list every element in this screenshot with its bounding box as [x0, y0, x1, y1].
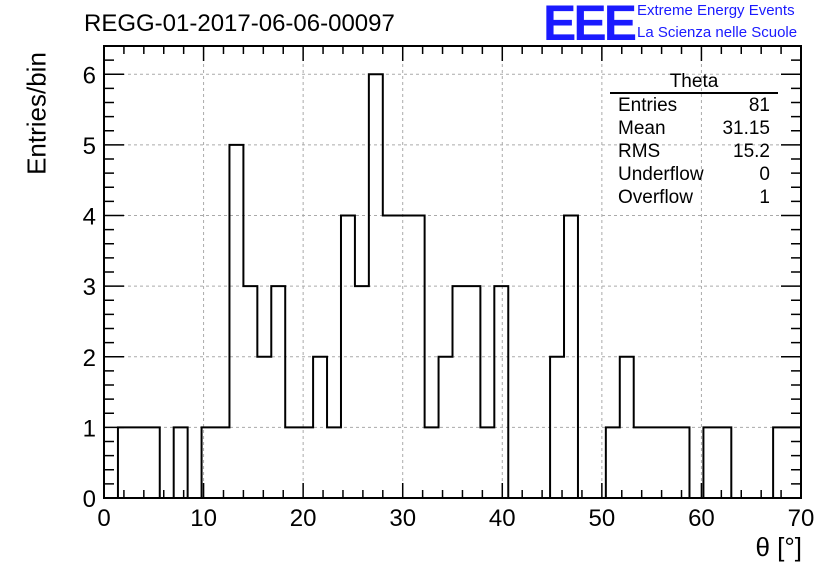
y-tick-label: 6: [83, 62, 96, 89]
stats-value: 0: [759, 164, 770, 185]
stats-label: Underflow: [618, 164, 704, 185]
stats-value: 1: [759, 187, 770, 208]
stats-label: Overflow: [618, 187, 693, 208]
stats-label: RMS: [618, 141, 661, 162]
stats-row: Mean 31.15: [610, 117, 778, 140]
stats-row: RMS 15.2: [610, 140, 778, 163]
y-tick-label: 5: [83, 133, 96, 160]
stats-label: Mean: [618, 118, 666, 139]
stats-value: 81: [748, 95, 770, 116]
stats-row: Entries 81: [610, 94, 778, 117]
stats-title: Theta: [610, 72, 778, 94]
y-tick-label: 2: [83, 345, 96, 372]
y-tick-label: 3: [83, 274, 96, 301]
y-axis-label: Entries/bin: [21, 52, 52, 175]
x-tick-label: 40: [489, 505, 516, 532]
y-tick-label: 0: [83, 486, 96, 513]
axis-ticks: [103, 45, 802, 499]
x-tick-label: 20: [290, 505, 317, 532]
x-axis-label: θ [°]: [755, 532, 802, 562]
x-tick-label: 70: [788, 505, 815, 532]
eee-logo: EEE: [543, 0, 637, 51]
chart-title: REGG-01-2017-06-06-00097: [84, 10, 395, 37]
logo-line-1: Extreme Energy Events: [637, 2, 795, 19]
histogram-outline: [104, 73, 801, 499]
x-tick-label: 60: [688, 505, 715, 532]
x-tick-label: 0: [97, 505, 110, 532]
stats-row: Overflow 1: [610, 186, 778, 209]
x-tick-label: 50: [589, 505, 616, 532]
x-tick-label: 10: [190, 505, 217, 532]
y-tick-label: 1: [83, 415, 96, 442]
x-tick-label: 30: [389, 505, 416, 532]
stats-label: Entries: [618, 95, 678, 116]
stats-row: Underflow 0: [610, 163, 778, 186]
stats-box: Theta Entries 81 Mean 31.15 RMS 15.2 Und…: [610, 72, 778, 209]
stats-value: 31.15: [722, 118, 770, 139]
stats-value: 15.2: [733, 141, 770, 162]
histogram-bars: [104, 73, 801, 499]
y-tick-label: 4: [83, 204, 96, 231]
logo-line-2: La Scienza nelle Scuole: [637, 24, 798, 41]
